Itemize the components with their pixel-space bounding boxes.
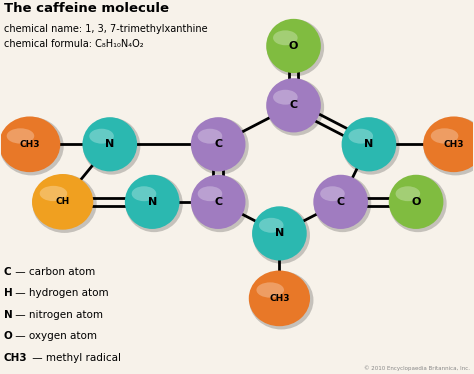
Text: — methyl radical: — methyl radical [29, 353, 121, 363]
Ellipse shape [198, 129, 222, 144]
Ellipse shape [273, 30, 298, 45]
Ellipse shape [259, 218, 283, 233]
Ellipse shape [7, 128, 34, 144]
Ellipse shape [389, 175, 447, 232]
Text: © 2010 Encyclopaedia Britannica, Inc.: © 2010 Encyclopaedia Britannica, Inc. [364, 365, 470, 371]
Ellipse shape [32, 174, 93, 230]
Text: N: N [4, 310, 12, 320]
Text: C: C [214, 139, 222, 149]
Ellipse shape [256, 282, 284, 298]
Text: CH: CH [55, 197, 70, 206]
Ellipse shape [314, 175, 371, 232]
Ellipse shape [342, 118, 400, 175]
Text: C: C [4, 267, 11, 277]
Ellipse shape [266, 78, 321, 132]
Text: chemical formula: C₈H₁₀N₄O₂: chemical formula: C₈H₁₀N₄O₂ [4, 39, 143, 49]
Ellipse shape [32, 175, 97, 233]
Ellipse shape [125, 175, 180, 229]
Ellipse shape [89, 129, 114, 144]
Text: CH3: CH3 [269, 294, 290, 303]
Ellipse shape [320, 186, 345, 201]
Ellipse shape [132, 186, 156, 201]
Text: — oxygen atom: — oxygen atom [12, 331, 97, 341]
Ellipse shape [191, 175, 246, 229]
Ellipse shape [431, 128, 458, 144]
Ellipse shape [342, 117, 396, 171]
Text: N: N [105, 139, 114, 149]
Ellipse shape [83, 118, 140, 175]
Ellipse shape [191, 118, 249, 175]
Text: O: O [4, 331, 12, 341]
Text: — carbon atom: — carbon atom [12, 267, 95, 277]
Ellipse shape [252, 206, 307, 261]
Ellipse shape [267, 79, 324, 136]
Text: N: N [275, 229, 284, 238]
Text: C: C [214, 197, 222, 207]
Ellipse shape [125, 175, 183, 232]
Ellipse shape [0, 117, 64, 175]
Text: H: H [4, 288, 12, 298]
Ellipse shape [423, 117, 474, 175]
Ellipse shape [191, 117, 246, 171]
Ellipse shape [267, 19, 324, 76]
Ellipse shape [253, 207, 310, 264]
Text: — nitrogen atom: — nitrogen atom [12, 310, 103, 320]
Ellipse shape [266, 19, 321, 73]
Ellipse shape [198, 186, 222, 201]
Text: N: N [147, 197, 157, 207]
Ellipse shape [249, 271, 313, 329]
Ellipse shape [313, 175, 368, 229]
Ellipse shape [0, 116, 60, 172]
Text: N: N [365, 139, 374, 149]
Ellipse shape [389, 175, 443, 229]
Text: The caffeine molecule: The caffeine molecule [4, 2, 169, 15]
Ellipse shape [191, 175, 249, 232]
Ellipse shape [40, 186, 67, 201]
Ellipse shape [348, 129, 373, 144]
Text: O: O [289, 41, 298, 51]
Text: C: C [337, 197, 345, 207]
Text: chemical name: 1, 3, 7-trimethylxanthine: chemical name: 1, 3, 7-trimethylxanthine [4, 24, 207, 34]
Ellipse shape [273, 90, 298, 105]
Text: O: O [411, 197, 421, 207]
Text: CH3: CH3 [444, 140, 464, 149]
Ellipse shape [249, 270, 310, 326]
Ellipse shape [423, 116, 474, 172]
Text: CH3: CH3 [4, 353, 27, 363]
Ellipse shape [82, 117, 137, 171]
Text: CH3: CH3 [19, 140, 40, 149]
Text: — hydrogen atom: — hydrogen atom [12, 288, 109, 298]
Ellipse shape [396, 186, 420, 201]
Text: C: C [290, 100, 298, 110]
